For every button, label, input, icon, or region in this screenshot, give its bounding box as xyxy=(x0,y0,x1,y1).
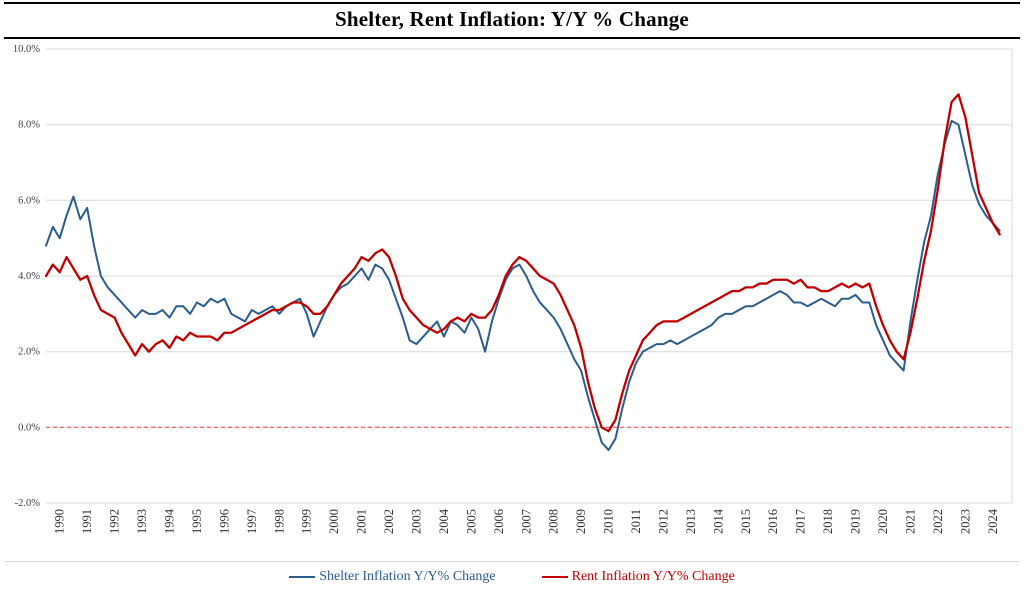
series-line-rent xyxy=(44,93,1001,433)
x-tick-label: 2015 xyxy=(739,509,753,534)
legend-label-rent: Rent Inflation Y/Y% Change xyxy=(571,569,735,584)
x-tick-label: 1992 xyxy=(108,509,122,534)
x-tick-label: 2005 xyxy=(464,509,478,534)
x-tick-label: 1997 xyxy=(245,509,259,534)
x-tick-label: 1994 xyxy=(163,508,177,534)
x-tick-label: 2012 xyxy=(657,509,671,534)
x-tick-label: 1998 xyxy=(272,509,286,534)
y-tick-label: 2.0% xyxy=(18,347,40,358)
x-tick-label: 1995 xyxy=(190,509,204,534)
x-tick-label: 2019 xyxy=(849,509,863,534)
x-tick-label: 2024 xyxy=(986,508,1000,534)
x-tick-label: 1991 xyxy=(80,509,94,534)
x-tick-label: 2007 xyxy=(519,509,533,534)
x-tick-label: 2021 xyxy=(904,509,918,534)
y-tick-label: 8.0% xyxy=(18,120,40,131)
x-tick-label: 2014 xyxy=(711,508,725,534)
legend-label-shelter: Shelter Inflation Y/Y% Change xyxy=(319,569,496,584)
y-tick-label: 6.0% xyxy=(18,195,40,206)
x-tick-label: 2003 xyxy=(410,509,424,534)
legend-item-shelter: Shelter Inflation Y/Y% Change xyxy=(289,569,496,585)
x-tick-label: 2016 xyxy=(766,509,780,534)
x-tick-label: 2023 xyxy=(958,509,972,534)
x-tick-label: 2010 xyxy=(602,509,616,534)
chart-title: Shelter, Rent Inflation: Y/Y % Change xyxy=(335,7,689,31)
chart-canvas: -2.0% 0.0% 2.0% 4.0% 6.0% 8.0% 10.0% 1990 1991 19… xyxy=(13,44,1013,534)
shelter-line-swatch-icon xyxy=(289,576,316,578)
x-tick-label: 2017 xyxy=(794,509,808,534)
chart-header: Shelter, Rent Inflation: Y/Y % Change xyxy=(4,2,1020,39)
legend-item-rent: Rent Inflation Y/Y% Change xyxy=(541,569,735,585)
x-tick-label: 2020 xyxy=(876,509,890,534)
x-tick-label: 2022 xyxy=(931,509,945,534)
x-tick-label: 2011 xyxy=(629,509,643,534)
y-tick-label: 0.0% xyxy=(18,422,40,433)
x-tick-label: 1990 xyxy=(53,509,67,534)
x-tick-label: 2002 xyxy=(382,509,396,534)
series-line-shelter xyxy=(45,119,1001,452)
x-tick-label: 1999 xyxy=(300,509,314,534)
x-tick-label: 2000 xyxy=(327,509,341,534)
x-tick-label: 1993 xyxy=(135,509,149,534)
x-tick-label: 2009 xyxy=(574,509,588,534)
rent-line-swatch-icon xyxy=(541,576,568,578)
x-tick-label: 2004 xyxy=(437,508,451,534)
x-tick-label: 2013 xyxy=(684,509,698,534)
x-tick-label: 2008 xyxy=(547,509,561,534)
y-tick-label: 4.0% xyxy=(18,271,40,282)
chart-legend: Shelter Inflation Y/Y% Change Rent Infla… xyxy=(4,561,1020,592)
x-tick-label: 2006 xyxy=(492,509,506,534)
x-tick-label: 2001 xyxy=(355,509,369,534)
x-tick-label: 1996 xyxy=(217,509,231,534)
x-tick-label: 2018 xyxy=(821,509,835,534)
y-tick-label: 10.0% xyxy=(13,44,40,55)
y-tick-label: -2.0% xyxy=(15,498,41,509)
